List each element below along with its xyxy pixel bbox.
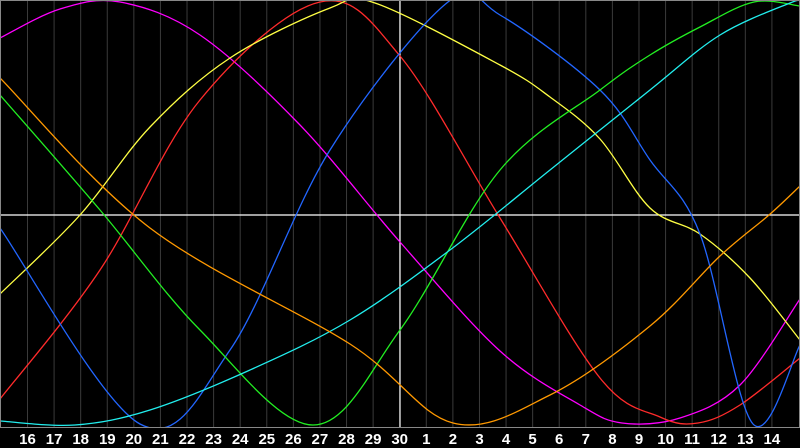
svg-text:24: 24	[232, 431, 249, 448]
svg-text:21: 21	[152, 431, 169, 448]
svg-text:6: 6	[555, 431, 563, 448]
svg-text:18: 18	[72, 431, 89, 448]
svg-text:30: 30	[391, 431, 408, 448]
svg-text:8: 8	[608, 431, 616, 448]
svg-text:4: 4	[502, 431, 511, 448]
svg-text:25: 25	[258, 431, 275, 448]
svg-text:19: 19	[99, 431, 116, 448]
svg-text:11: 11	[684, 431, 700, 448]
svg-text:17: 17	[46, 431, 63, 448]
svg-text:16: 16	[19, 431, 36, 448]
svg-text:20: 20	[125, 431, 142, 448]
svg-text:2: 2	[449, 431, 457, 448]
svg-text:22: 22	[179, 431, 196, 448]
svg-text:12: 12	[710, 431, 727, 448]
svg-text:13: 13	[737, 431, 754, 448]
svg-text:3: 3	[475, 431, 483, 448]
svg-text:7: 7	[582, 431, 590, 448]
svg-text:14: 14	[764, 431, 781, 448]
svg-text:10: 10	[657, 431, 674, 448]
svg-text:23: 23	[205, 431, 222, 448]
svg-text:5: 5	[528, 431, 536, 448]
svg-text:9: 9	[635, 431, 643, 448]
svg-text:27: 27	[312, 431, 329, 448]
svg-text:28: 28	[338, 431, 355, 448]
svg-text:29: 29	[365, 431, 382, 448]
svg-text:1: 1	[422, 431, 430, 448]
svg-text:26: 26	[285, 431, 302, 448]
